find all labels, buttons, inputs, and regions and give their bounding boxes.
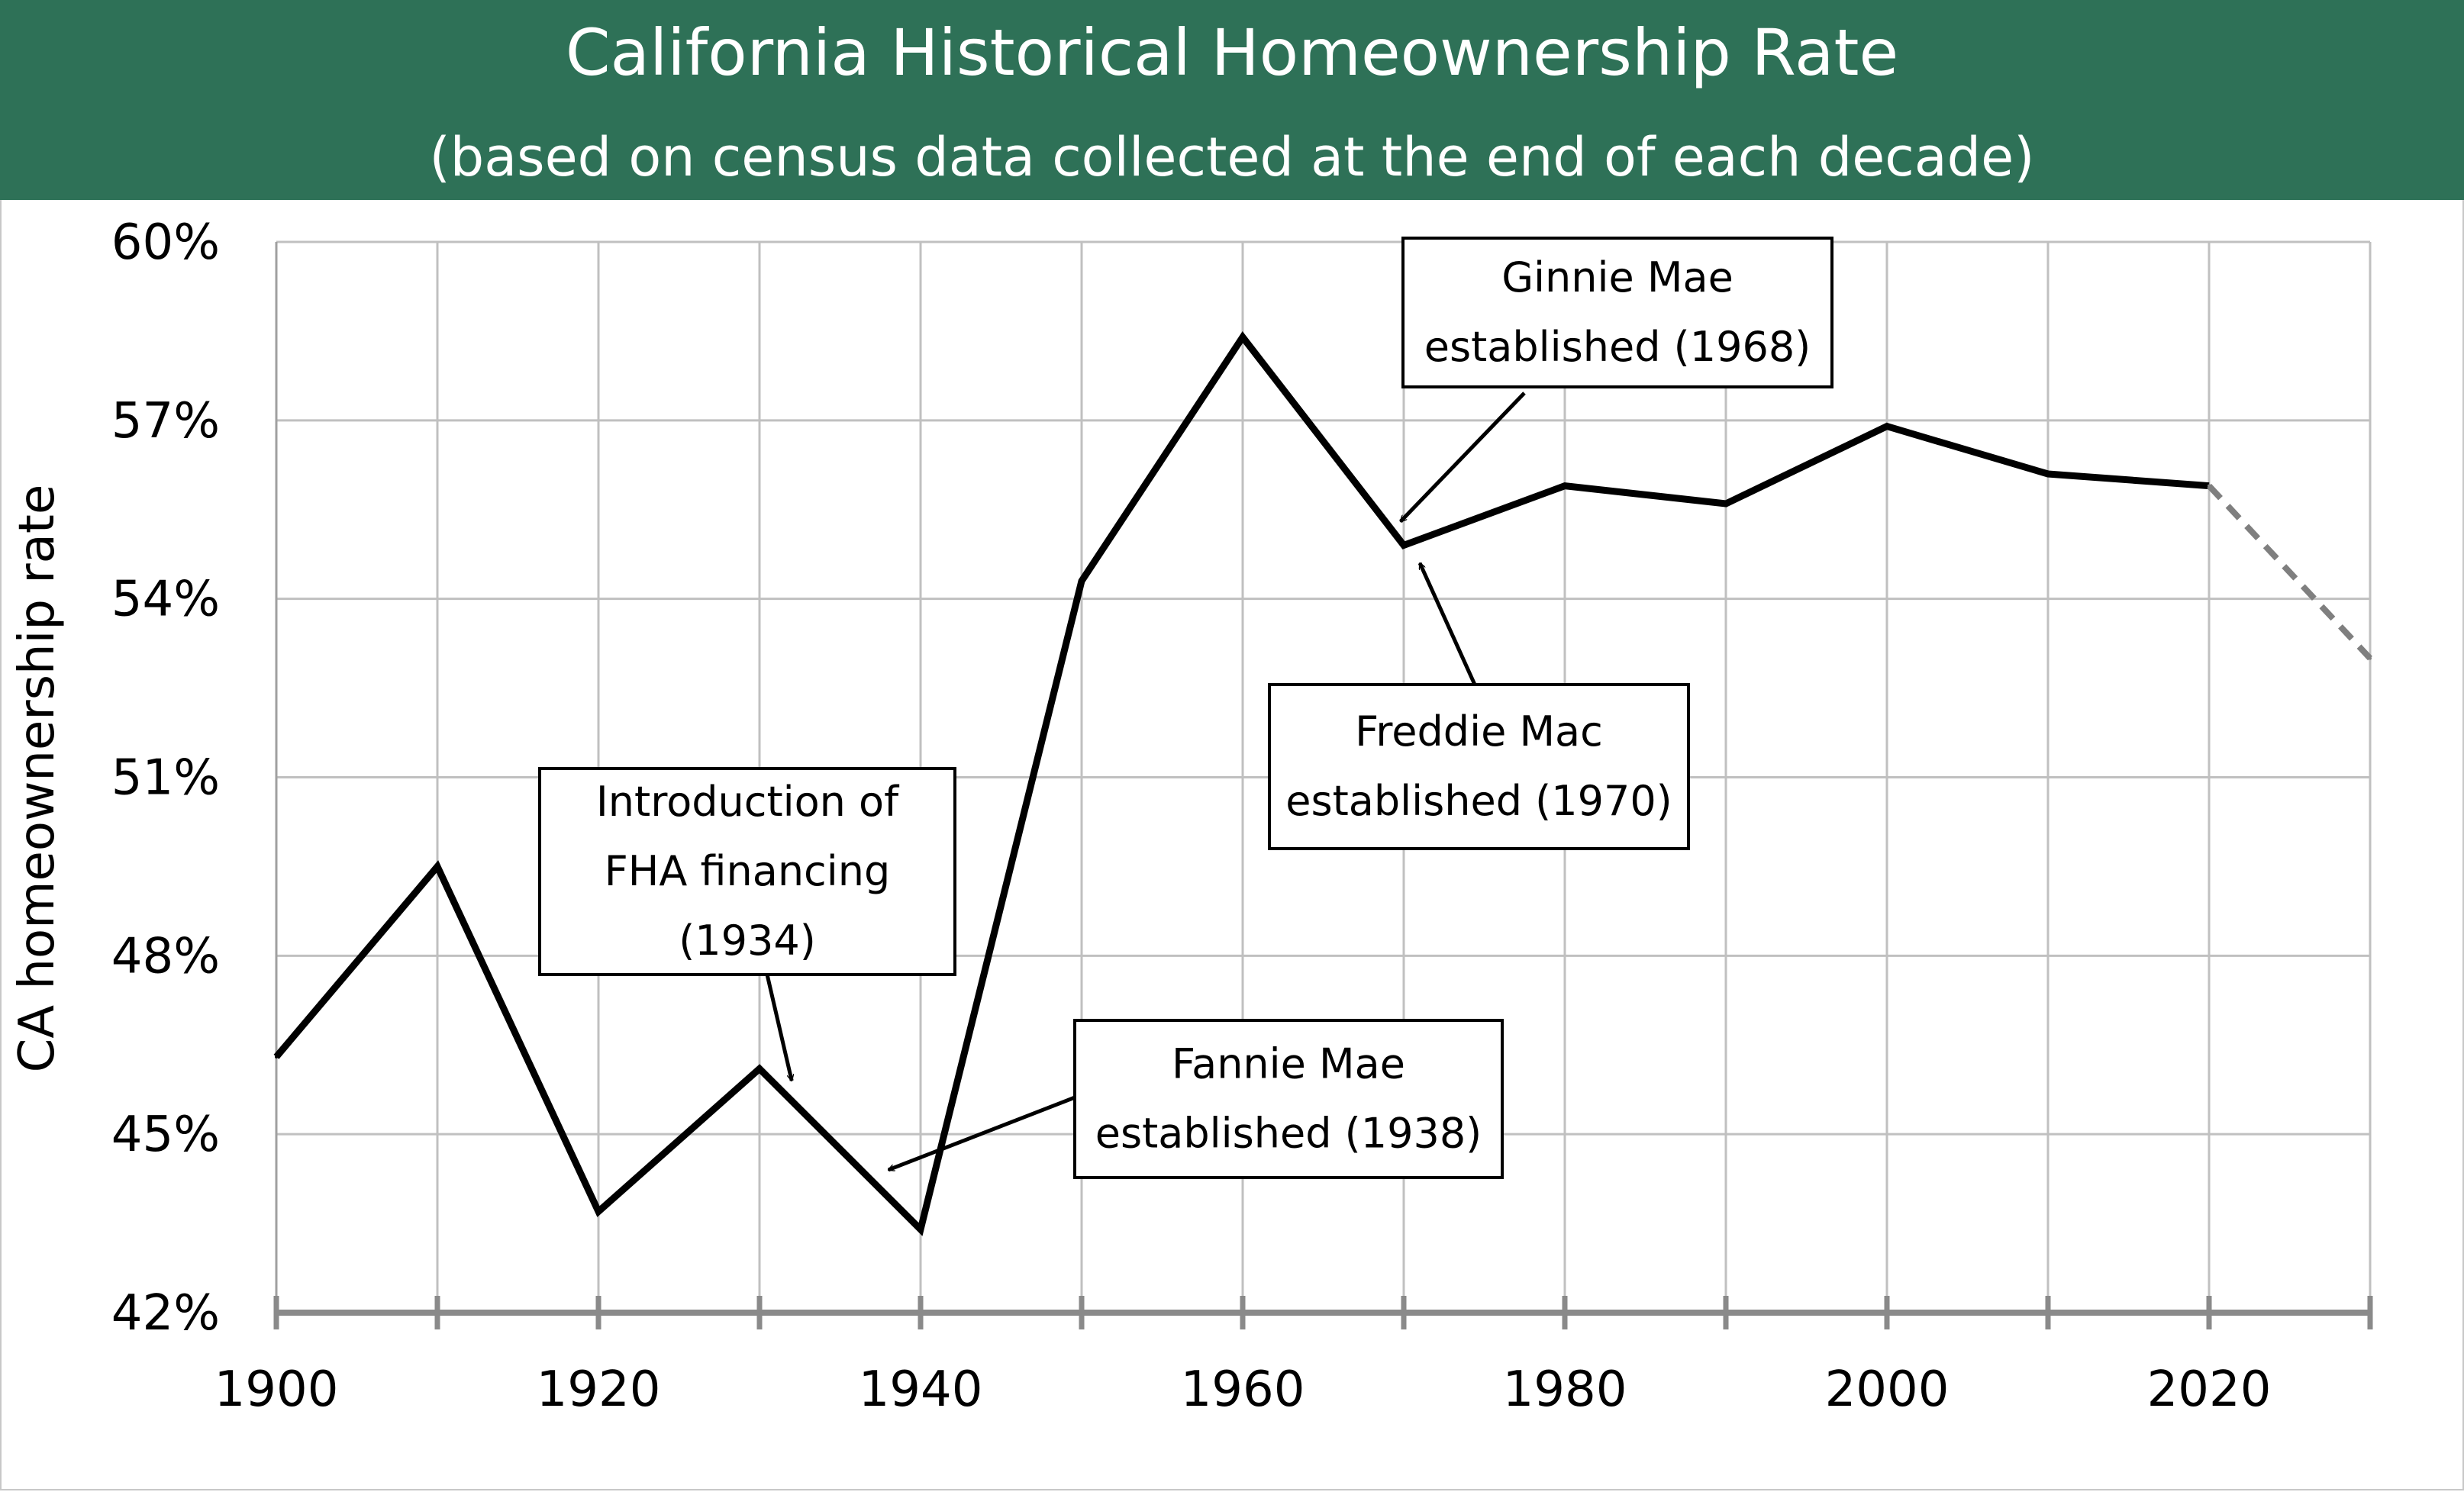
x-tick-label: 1960 [1181, 1361, 1305, 1418]
data-point [919, 1227, 922, 1231]
projection-line [2207, 483, 2372, 661]
chart-title: California Historical Homeownership Rate [565, 15, 1899, 90]
y-tick-label: 51% [111, 750, 220, 807]
data-point [2369, 656, 2372, 660]
data-point [1885, 424, 1888, 428]
data-point [275, 1055, 278, 1059]
y-tick-label: 48% [111, 928, 220, 984]
data-point [436, 865, 439, 868]
x-tick-label: 1920 [537, 1361, 661, 1418]
annotation-text: Freddie Mac [1355, 707, 1603, 756]
series-layer [273, 330, 2372, 1236]
annotation-text: (1934) [679, 917, 816, 965]
data-point [1402, 543, 1405, 547]
annotation-box [1073, 1019, 1504, 1179]
annotations: Introduction of FHA financing (1934) Fannie… [538, 237, 1833, 1179]
annotation-text: established (1968) [1424, 323, 1811, 371]
x-tick-label: 1940 [859, 1361, 983, 1418]
x-tick-label: 2000 [1825, 1361, 1950, 1418]
annotation-text: established (1938) [1095, 1110, 1482, 1158]
annotation-box [1268, 683, 1690, 850]
annotation-arrow [1417, 563, 1477, 686]
tick-labels: 42% 45% 48% 51% 54% 57% 60% 1900 1920 1940 1960 198… [111, 214, 2272, 1418]
chart-subtitle: (based on census data collected at the e… [429, 126, 2035, 189]
data-point [1563, 484, 1566, 488]
x-tick-label: 2020 [2147, 1361, 2272, 1418]
y-tick-label: 45% [111, 1107, 220, 1163]
y-tick-label: 42% [111, 1285, 220, 1342]
data-point [2046, 472, 2050, 475]
chart-header: California Historical Homeownership Rate… [0, 0, 2464, 200]
annotation-box [1401, 237, 1833, 388]
data-point [597, 1210, 600, 1213]
chart-frame [0, 200, 2464, 1490]
annotation-box [538, 767, 956, 976]
annotation-text: Fannie Mae [1172, 1040, 1405, 1088]
y-tick-label: 54% [111, 572, 220, 628]
y-axis-label: CA homeownership rate [9, 485, 66, 1073]
annotation-text: Introduction of [596, 778, 900, 826]
annotation-arrow [1398, 392, 1526, 524]
axes [273, 242, 2373, 1329]
data-point [758, 1067, 761, 1071]
data-point [1724, 501, 1727, 505]
data-point [1080, 579, 1083, 583]
x-tick-label: 1980 [1503, 1361, 1627, 1418]
data-point [2208, 484, 2211, 488]
y-tick-label: 57% [111, 393, 220, 450]
data-point [1241, 335, 1244, 339]
x-tick-label: 1900 [214, 1361, 339, 1418]
annotation-arrow [889, 1095, 1076, 1172]
annotation-text: FHA financing [605, 847, 891, 895]
annotation-text: established (1970) [1285, 777, 1672, 825]
annotation-text: Ginnie Mae [1501, 253, 1734, 301]
annotation-arrow [765, 974, 792, 1081]
y-tick-label: 60% [111, 214, 220, 271]
